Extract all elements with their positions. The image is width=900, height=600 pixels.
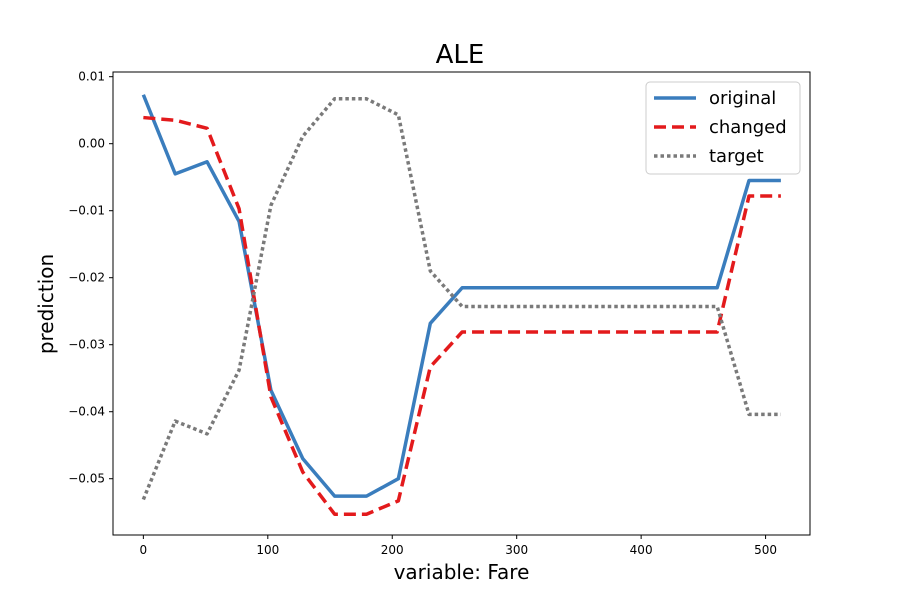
x-axis: 0 100 200 300 400 500 — [140, 535, 777, 557]
x-tick-label: 500 — [754, 543, 777, 557]
legend-box — [645, 81, 801, 175]
y-axis: 0.01 0.00 −0.01 −0.02 −0.03 −0.04 −0.05 — [68, 70, 113, 486]
series-line-target — [141, 97, 781, 501]
legend-label-changed: changed — [709, 117, 787, 138]
legend: original changed target — [645, 81, 801, 175]
y-tick-label: 0.01 — [78, 70, 105, 84]
legend-label-original: original — [709, 88, 776, 109]
x-axis-title: variable: Fare — [394, 560, 530, 584]
y-tick-label: −0.01 — [68, 204, 105, 218]
y-tick-label: −0.04 — [68, 405, 105, 419]
x-tick-label: 400 — [630, 543, 653, 557]
plot-frame — [112, 71, 811, 536]
x-tick-label: 100 — [256, 543, 279, 557]
series-layer — [141, 94, 781, 516]
legend-label-target: target — [709, 146, 764, 167]
y-axis-title: prediction — [34, 254, 58, 354]
chart-title: ALE — [436, 40, 485, 70]
x-tick-label: 300 — [505, 543, 528, 557]
y-tick-label: −0.03 — [68, 338, 105, 352]
series-line-changed — [143, 115, 781, 516]
y-tick-label: −0.02 — [68, 271, 105, 285]
x-tick-label: 200 — [381, 543, 404, 557]
y-tick-label: −0.05 — [68, 472, 105, 486]
y-tick-label: 0.00 — [78, 137, 105, 151]
x-tick-label: 0 — [140, 543, 148, 557]
